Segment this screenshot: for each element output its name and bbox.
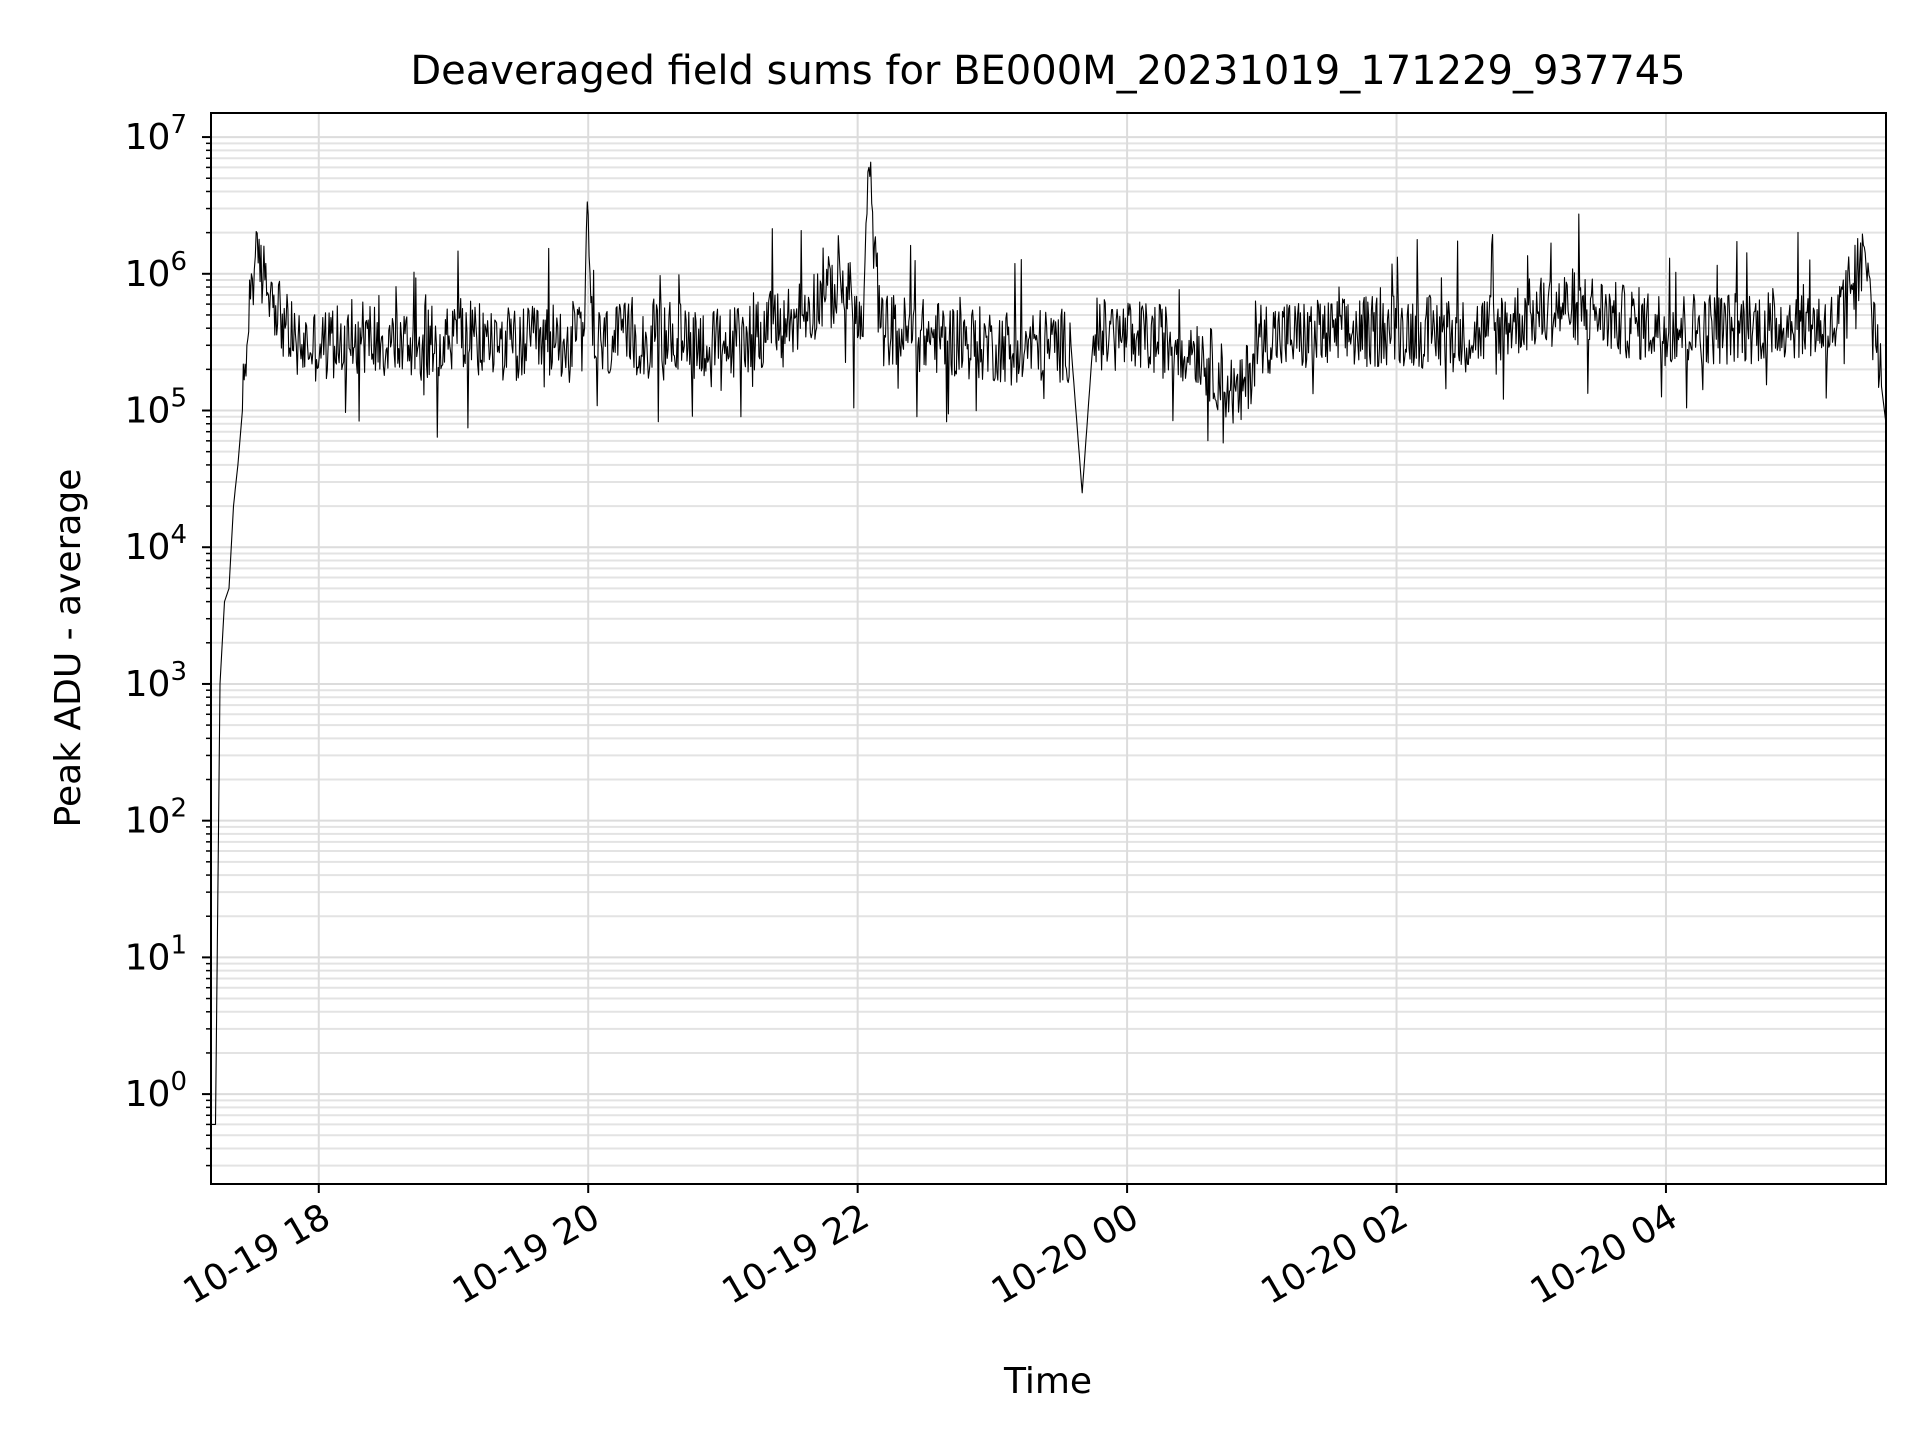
y-tick-label: 106: [125, 247, 187, 295]
y-tick-label: 100: [125, 1067, 187, 1115]
grid: [211, 113, 1886, 1184]
y-tick-label: 107: [125, 110, 187, 158]
data-series: [211, 161, 1887, 1125]
y-tick-label: 101: [125, 930, 187, 978]
series-line: [211, 161, 1887, 1125]
y-tick-label: 104: [125, 520, 187, 568]
chart-title: Deaveraged field sums for BE000M_2023101…: [410, 48, 1685, 94]
y-axis-label: Peak ADU - average: [48, 469, 89, 828]
y-tick-label: 105: [125, 384, 187, 432]
y-tick-label: 102: [125, 794, 187, 842]
x-axis-label: Time: [1003, 1361, 1092, 1402]
y-tick-label: 103: [125, 657, 187, 705]
plot-frame: [210, 112, 1887, 1185]
plot-background: [211, 113, 1886, 1184]
